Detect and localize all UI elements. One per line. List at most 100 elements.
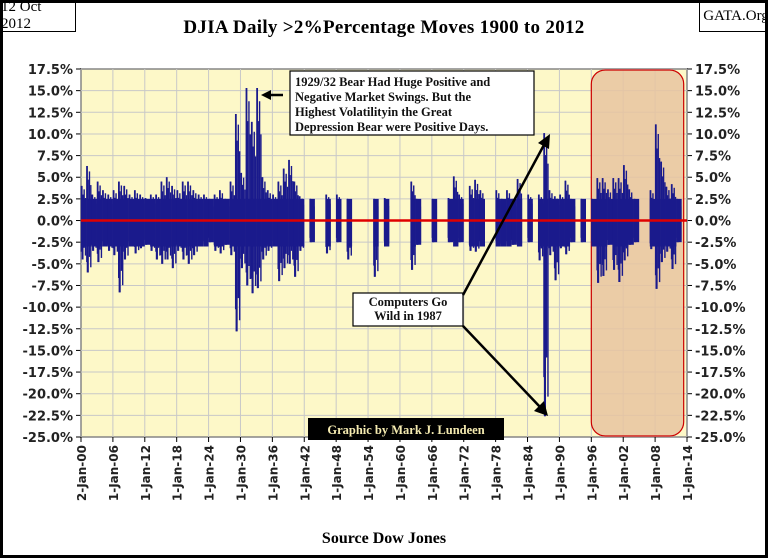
data-bar-cluster — [564, 198, 571, 247]
highlight-region — [590, 69, 685, 437]
data-bar-cluster — [134, 198, 140, 247]
data-bar-cluster — [506, 198, 512, 247]
y-tick-label-right: -12.5% — [695, 323, 746, 338]
x-tick-label: 1-Jan-30 — [234, 445, 248, 501]
data-bar-cluster — [612, 198, 618, 247]
y-tick-label: 17.5% — [28, 63, 73, 78]
data-bar-cluster — [171, 198, 177, 247]
data-bar-cluster — [373, 198, 379, 247]
y-tick-label: -5.0% — [32, 258, 73, 273]
data-bar-cluster — [453, 198, 459, 247]
y-tick-label: 10.0% — [28, 128, 73, 143]
y-tick-label: 5.0% — [37, 171, 73, 186]
data-bar-cluster — [112, 198, 119, 247]
y-tick-label-right: 10.0% — [695, 128, 740, 143]
site-label: GATA.Org — [699, 3, 765, 32]
data-bar-cluster — [235, 198, 241, 247]
x-tick-label: 1-Jan-54 — [362, 445, 376, 501]
data-bar-cluster — [256, 198, 262, 247]
data-bar-cluster — [245, 198, 252, 247]
x-tick-label: 1-Jan-78 — [490, 445, 504, 501]
data-bar-cluster — [187, 198, 193, 247]
y-tick-label-right: -25.0% — [695, 431, 746, 446]
data-bar-cluster — [219, 198, 225, 247]
y-tick-label: 0.0% — [37, 215, 73, 230]
y-tick-label-right: -7.5% — [695, 279, 736, 294]
y-tick-label: -7.5% — [32, 279, 73, 294]
data-bar-cluster — [623, 198, 629, 247]
y-tick-label: 12.5% — [28, 106, 73, 121]
x-tick-label: 1-Jan-84 — [522, 445, 536, 501]
data-bar-cluster — [229, 198, 236, 247]
x-tick-label: 1-Jan-42 — [298, 445, 312, 501]
data-bar-cluster — [660, 198, 666, 247]
data-bar-cluster — [548, 198, 555, 247]
y-tick-label-right: -2.5% — [695, 236, 736, 251]
data-bar-cluster — [128, 198, 135, 247]
data-bar-cluster — [118, 198, 124, 247]
annotation-box-1987 — [352, 292, 464, 327]
data-bar-cluster — [601, 198, 608, 247]
y-tick-label-right: -17.5% — [695, 366, 746, 381]
x-tick-label: 1-Jan-02 — [617, 445, 631, 501]
data-bar-cluster — [155, 198, 161, 247]
data-bar-cluster — [277, 198, 283, 247]
data-bar-cluster — [596, 198, 602, 247]
data-bar-cluster — [203, 198, 209, 247]
y-tick-label-right: 15.0% — [695, 85, 740, 100]
data-bar-cluster — [139, 198, 145, 247]
data-bar-cluster — [166, 198, 172, 247]
y-tick-label: 15.0% — [28, 85, 73, 100]
data-bar-cluster — [516, 198, 523, 247]
x-tick-label: 1-Jan-06 — [107, 445, 121, 501]
y-tick-label-right: 17.5% — [695, 63, 740, 78]
annotation-text-1929: Highest Volatilityin the Great — [295, 105, 453, 119]
data-bar-cluster — [495, 198, 501, 247]
data-bar-cluster — [474, 198, 480, 247]
data-bar-cluster — [607, 198, 613, 245]
data-bar-cluster — [671, 198, 677, 247]
data-bar-cluster — [346, 198, 353, 247]
x-tick-label: 1-Jan-12 — [139, 445, 153, 501]
arrow-1987-up — [461, 142, 547, 296]
x-tick-label: 1-Jan-60 — [394, 445, 408, 501]
arrow-1987-down — [462, 325, 542, 409]
data-bar-cluster — [224, 198, 230, 245]
credit-box — [308, 418, 504, 440]
data-bar-cluster — [288, 198, 294, 247]
x-tick-label: 1-Jan-48 — [330, 445, 344, 501]
data-bar-cluster — [81, 198, 87, 247]
annotation-text-1929: 1929/32 Bear Had Huge Positive and — [295, 75, 490, 89]
annotation-box-1929 — [289, 70, 535, 136]
y-tick-label: -2.5% — [32, 236, 73, 251]
data-bar-cluster — [415, 198, 422, 245]
y-tick-label: -20.0% — [23, 388, 74, 403]
data-bar-cluster — [617, 198, 624, 247]
y-tick-label-right: 5.0% — [695, 171, 731, 186]
data-bar-cluster — [511, 198, 517, 245]
data-bar-cluster — [144, 198, 151, 245]
data-bar-cluster — [325, 198, 331, 247]
x-tick-label: 1-Jan-72 — [458, 445, 472, 501]
data-bar-cluster — [240, 198, 246, 247]
data-bar-cluster — [655, 198, 661, 247]
data-bar-cluster — [182, 198, 188, 247]
y-tick-label: -25.0% — [23, 431, 74, 446]
x-tick-label: 1-Jan-14 — [681, 445, 695, 501]
y-tick-label: 2.5% — [37, 193, 73, 208]
y-tick-label: -17.5% — [23, 366, 74, 381]
y-tick-label-right: -10.0% — [695, 301, 746, 316]
annotation-text-1987: Wild in 1987 — [374, 309, 442, 323]
data-bar-cluster — [102, 198, 108, 247]
data-bar-cluster — [192, 198, 198, 247]
data-bar-cluster — [479, 198, 485, 247]
data-bar-cluster — [500, 198, 507, 247]
data-bar-cluster — [213, 198, 220, 247]
data-bar-cluster — [591, 198, 597, 247]
x-tick-label: 1-Jan-90 — [553, 445, 567, 501]
y-tick-label: -15.0% — [23, 344, 74, 359]
data-bar-cluster — [469, 198, 475, 247]
x-tick-label: 1-Jan-18 — [171, 445, 185, 501]
y-tick-label: 7.5% — [37, 150, 73, 165]
